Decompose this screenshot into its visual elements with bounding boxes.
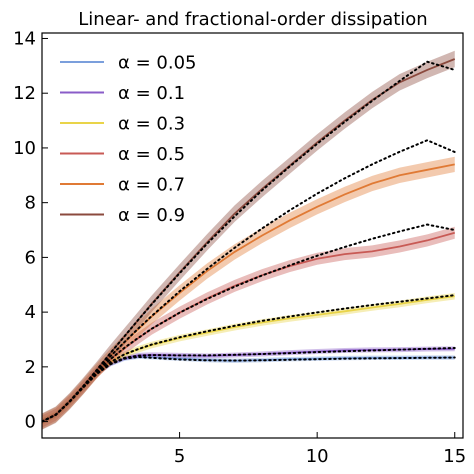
plot-clip-group (42, 50, 456, 430)
chart-title: Linear- and fractional-order dissipation (78, 9, 427, 30)
y-tick-label: 0 (25, 412, 36, 433)
y-tick-label: 6 (25, 247, 36, 268)
legend-entry-5: α = 0.9 (118, 205, 185, 226)
series-band-5 (42, 50, 455, 430)
plot-frame (41, 32, 464, 439)
plot-area (42, 50, 456, 430)
y-tick-label: 10 (13, 138, 36, 159)
legend-entry-1: α = 0.1 (118, 83, 185, 104)
series-fit-line-5 (42, 60, 456, 423)
y-tick-label: 2 (25, 357, 36, 378)
series-fit-line-2 (42, 294, 456, 423)
axes: 5 10 15 0 2 4 6 8 10 12 14 (13, 28, 466, 467)
y-tick-label: 12 (13, 83, 36, 104)
x-tick-label: 15 (443, 446, 466, 467)
y-tick-label: 8 (25, 193, 36, 214)
legend-entry-4: α = 0.7 (118, 175, 185, 196)
legend-entry-0: α = 0.05 (118, 53, 196, 74)
x-tick-label: 10 (306, 446, 329, 467)
legend-entry-3: α = 0.5 (118, 144, 185, 165)
series-fit-line-4 (42, 139, 456, 423)
legend-entry-2: α = 0.3 (118, 114, 185, 135)
series-band-3 (42, 226, 455, 428)
legend: α = 0.05 α = 0.1 α = 0.3 α = 0.5 α = 0.7 α = … (60, 53, 196, 226)
y-tick-label: 4 (25, 302, 36, 323)
x-tick-label: 5 (174, 446, 185, 467)
series-fit-line-3 (42, 223, 456, 423)
y-tick-label: 14 (13, 28, 36, 49)
